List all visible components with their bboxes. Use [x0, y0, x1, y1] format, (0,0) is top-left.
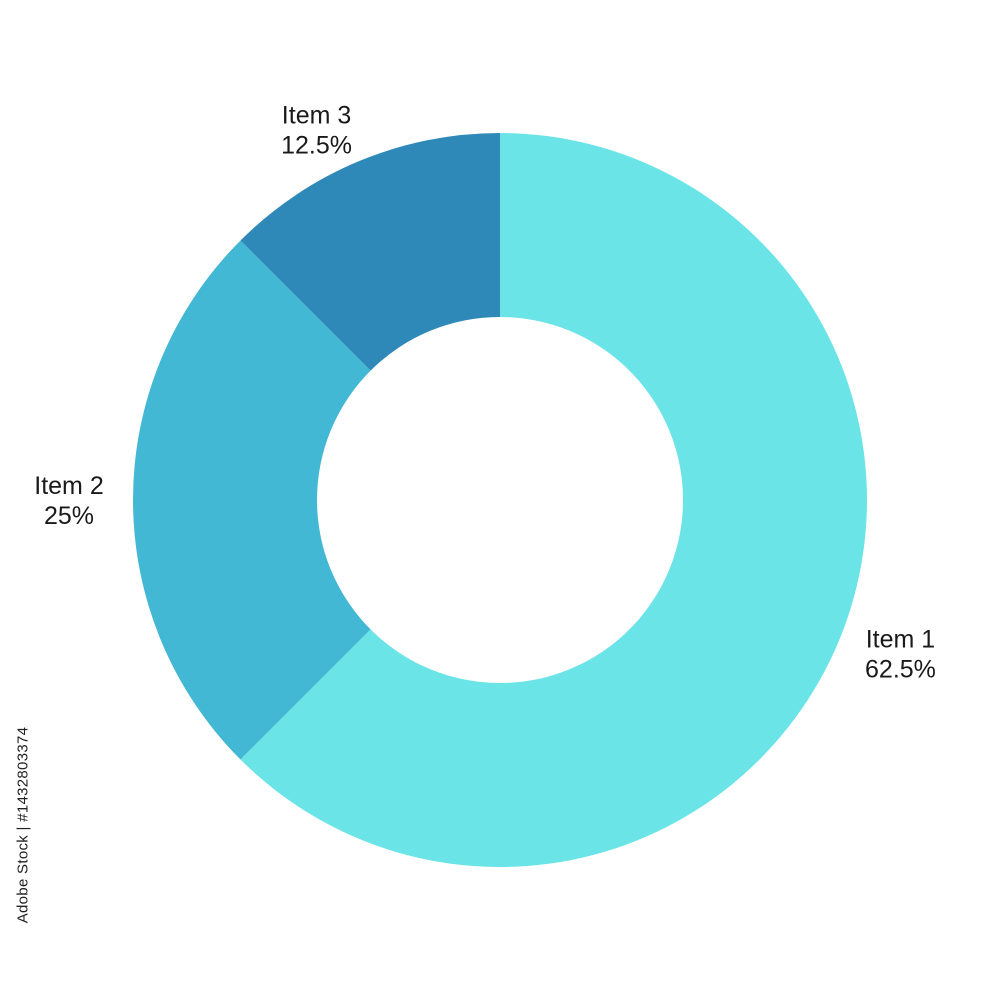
- watermark-text: Adobe Stock | #1432803374: [14, 726, 32, 924]
- slice-label-item-3: Item 3 12.5%: [281, 102, 352, 160]
- slice-label-value: 25%: [44, 502, 94, 530]
- slice-label-name: Item 3: [282, 102, 351, 130]
- slices-group: [133, 133, 867, 867]
- slice-item-2: [133, 240, 371, 760]
- slice-item-3: [240, 133, 500, 371]
- slice-label-item-1: Item 1 62.5%: [865, 625, 936, 683]
- slice-label-name: Item 2: [34, 472, 103, 500]
- slice-label-item-2: Item 2 25%: [34, 472, 103, 530]
- watermark: Adobe Stock | #1432803374: [8, 727, 38, 924]
- slice-label-name: Item 1: [866, 625, 935, 653]
- labels-group: Item 1 62.5% Item 2 25% Item 3 12.5%: [34, 102, 936, 684]
- slice-item-1: [240, 133, 867, 867]
- slice-label-value: 12.5%: [281, 132, 352, 160]
- slice-label-value: 62.5%: [865, 655, 936, 683]
